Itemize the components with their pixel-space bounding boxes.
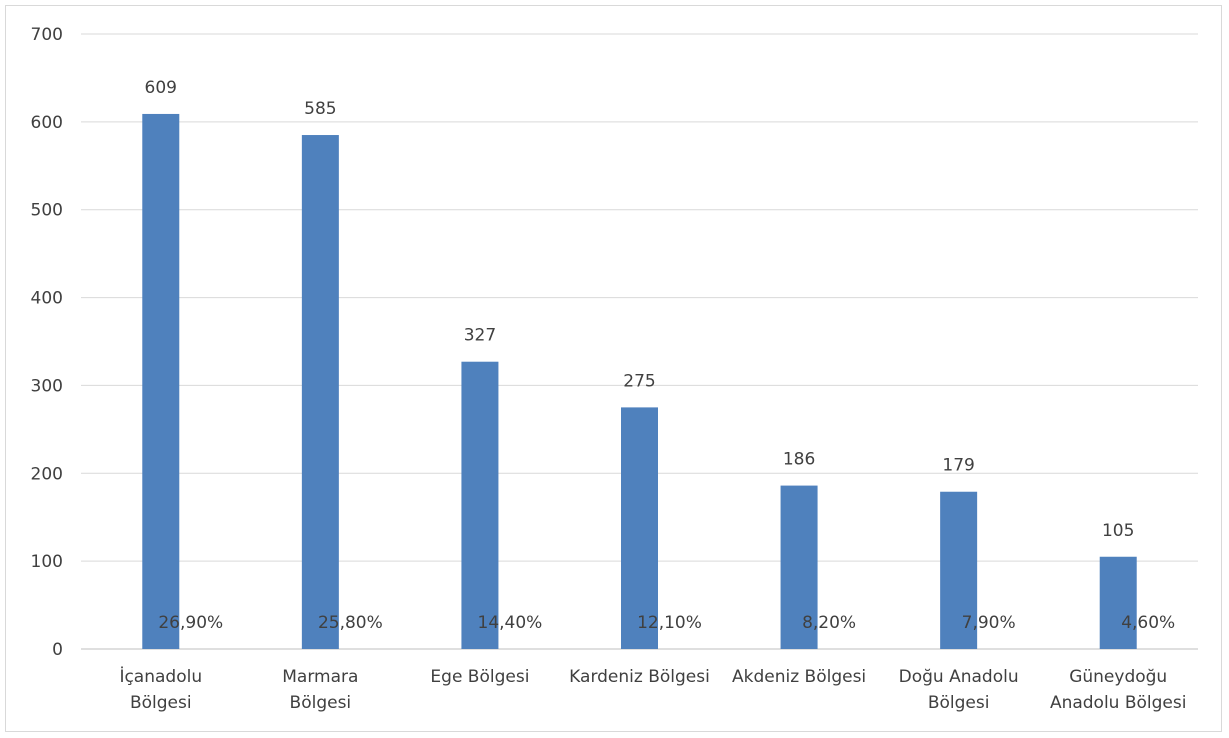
- y-tick-label: 600: [31, 113, 63, 133]
- y-tick-label: 300: [31, 376, 63, 396]
- y-tick-label: 500: [31, 201, 63, 221]
- y-tick-label: 0: [52, 640, 63, 660]
- bar-percent-label: 25,80%: [318, 613, 383, 633]
- y-tick-label: 200: [31, 464, 63, 484]
- chart-frame: 0 100 200 300 400 500 600 700 609 26,90% İçanadolu…: [5, 5, 1222, 732]
- x-category-label: Bölgesi: [290, 693, 352, 713]
- bar-percent-label: 26,90%: [158, 613, 223, 633]
- bar-value-label: 585: [304, 99, 336, 119]
- x-category-label: Kardeniz Bölgesi: [569, 667, 710, 687]
- bar-percent-label: 4,60%: [1121, 613, 1175, 633]
- x-category-label: Bölgesi: [130, 693, 192, 713]
- bar-chart: 0 100 200 300 400 500 600 700 609 26,90% İçanadolu…: [31, 25, 1198, 713]
- bar: [301, 135, 339, 650]
- x-category-label: Güneydoğu: [1069, 667, 1167, 687]
- bar-percent-label: 12,10%: [637, 613, 702, 633]
- x-category-label: Akdeniz Bölgesi: [732, 667, 866, 687]
- y-tick-label: 100: [31, 552, 63, 572]
- x-category-label: Bölgesi: [928, 693, 990, 713]
- bar: [940, 491, 978, 649]
- bar: [461, 361, 499, 649]
- bar-value-label: 186: [783, 450, 815, 470]
- bar-percent-label: 8,20%: [802, 613, 856, 633]
- bar-percent-label: 7,90%: [962, 613, 1016, 633]
- x-category-label: Marmara: [282, 667, 358, 687]
- bar-percent-label: 14,40%: [478, 613, 543, 633]
- x-category-label: İçanadolu: [119, 666, 202, 687]
- bar: [142, 113, 180, 649]
- x-category-label: Ege Bölgesi: [430, 667, 529, 687]
- bar-value-label: 275: [623, 371, 655, 391]
- y-tick-label: 700: [31, 25, 63, 45]
- bar-value-label: 179: [942, 456, 974, 476]
- bar-value-label: 327: [464, 326, 496, 346]
- x-category-label: Anadolu Bölgesi: [1050, 693, 1187, 713]
- bar: [780, 485, 818, 649]
- y-tick-label: 400: [31, 289, 63, 309]
- x-category-label: Doğu Anadolu: [899, 667, 1019, 687]
- bar: [1099, 556, 1137, 649]
- bar-value-label: 105: [1102, 521, 1134, 541]
- bar: [621, 407, 658, 649]
- bar-value-label: 609: [145, 78, 177, 98]
